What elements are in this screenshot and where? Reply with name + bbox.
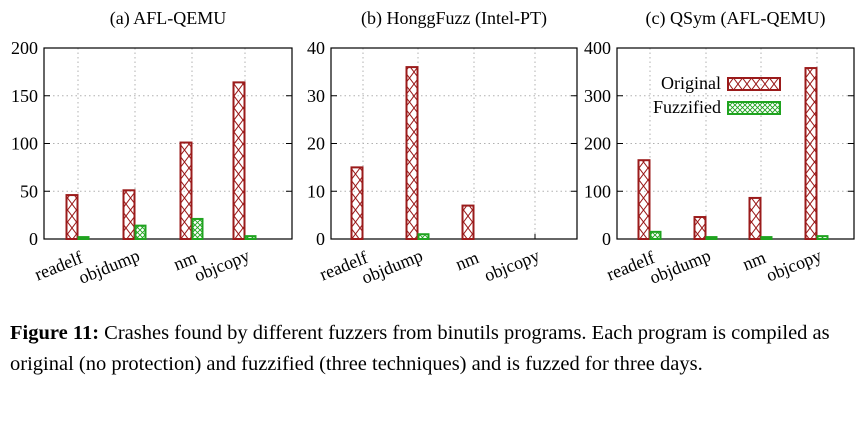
legend-swatch bbox=[727, 101, 781, 115]
bar-fuzzified bbox=[417, 233, 430, 241]
bar-original bbox=[179, 141, 193, 240]
bar-fuzzified bbox=[760, 236, 773, 240]
y-tick-label: 150 bbox=[11, 86, 38, 106]
y-tick-label: 0 bbox=[316, 229, 325, 249]
chart-title: (c) QSym (AFL-QEMU) bbox=[646, 8, 826, 29]
bar-fuzzified bbox=[134, 224, 147, 241]
y-tick-label: 0 bbox=[29, 229, 38, 249]
x-tick-label: nm bbox=[453, 247, 482, 274]
y-tick-label: 200 bbox=[11, 38, 38, 58]
bar-fuzzified bbox=[816, 235, 829, 240]
y-tick-label: 40 bbox=[307, 38, 325, 58]
bar-original bbox=[804, 67, 818, 241]
bar-fuzzified bbox=[705, 236, 718, 240]
caption-text: Crashes found by different fuzzers from … bbox=[10, 322, 830, 375]
y-tick-label: 300 bbox=[584, 86, 611, 106]
x-tick-label: objcopy bbox=[191, 245, 252, 285]
chart-panel-2: (c) QSym (AFL-QEMU)0100200300400readelfo… bbox=[584, 8, 855, 288]
y-tick-label: 100 bbox=[584, 181, 611, 201]
bar-original bbox=[350, 166, 364, 240]
y-tick-label: 100 bbox=[11, 134, 38, 154]
x-tick-label: objdump bbox=[76, 245, 143, 288]
x-tick-label: objcopy bbox=[481, 245, 542, 285]
bar-original bbox=[461, 204, 475, 240]
bar-original bbox=[232, 81, 246, 240]
bar-fuzzified bbox=[244, 235, 257, 240]
x-tick-label: readelf bbox=[32, 247, 86, 284]
x-tick-label: objdump bbox=[359, 245, 426, 288]
y-tick-label: 30 bbox=[307, 86, 325, 106]
bar-original bbox=[748, 196, 762, 240]
bar-original bbox=[637, 159, 651, 240]
bar-fuzzified bbox=[649, 230, 662, 240]
y-tick-label: 400 bbox=[584, 38, 611, 58]
caption-label: Figure 11: bbox=[10, 322, 100, 344]
bar-original bbox=[65, 194, 79, 241]
y-tick-label: 50 bbox=[20, 181, 38, 201]
y-tick-label: 20 bbox=[307, 134, 325, 154]
y-tick-label: 200 bbox=[584, 134, 611, 154]
legend-label: Original bbox=[661, 73, 721, 93]
x-tick-label: objdump bbox=[647, 245, 714, 288]
bar-fuzzified bbox=[77, 236, 90, 240]
x-tick-label: objcopy bbox=[763, 245, 824, 285]
bar-original bbox=[122, 189, 136, 240]
chart-panel-1: (b) HonggFuzz (Intel-PT)010203040readelf… bbox=[307, 8, 578, 288]
bar-original bbox=[693, 216, 707, 241]
chart-title: (a) AFL-QEMU bbox=[110, 8, 226, 29]
y-tick-label: 0 bbox=[602, 229, 611, 249]
legend-swatch bbox=[727, 77, 781, 91]
legend-label: Fuzzified bbox=[653, 97, 721, 117]
x-tick-label: readelf bbox=[604, 247, 658, 284]
figure-caption: Figure 11: Crashes found by different fu… bbox=[10, 318, 860, 380]
chart-title: (b) HonggFuzz (Intel-PT) bbox=[361, 8, 547, 29]
y-tick-label: 10 bbox=[307, 181, 325, 201]
bar-original bbox=[405, 66, 419, 240]
bar-fuzzified bbox=[191, 217, 204, 241]
